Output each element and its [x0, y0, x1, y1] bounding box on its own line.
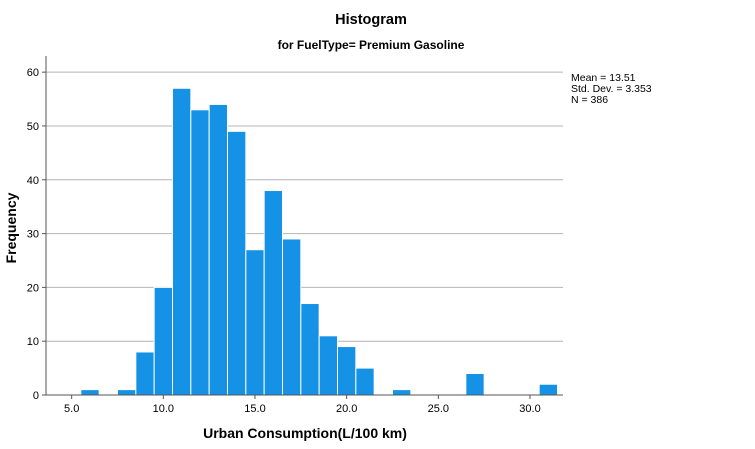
y-tick-label: 30 [27, 229, 39, 241]
stats-n: N = 386 [571, 94, 608, 106]
histogram-bar [172, 87, 192, 396]
histogram-bar [392, 389, 412, 396]
y-axis-title: Frequency [3, 192, 19, 263]
histogram-bar [153, 286, 174, 396]
y-tick-label: 20 [27, 282, 39, 294]
stats-box: Mean = 13.51 Std. Dev. = 3.353 N = 386 [571, 72, 652, 106]
bars [80, 87, 559, 396]
histogram-bar [190, 109, 210, 396]
histogram-bar [135, 351, 155, 396]
x-tick-label: 25.0 [428, 403, 449, 415]
histogram-bar [263, 190, 283, 396]
x-tick-label: 20.0 [336, 403, 357, 415]
x-tick-label: 5.0 [64, 403, 79, 415]
histogram-bar [245, 249, 265, 396]
histogram-bar [318, 335, 338, 396]
x-tick-label: 15.0 [244, 403, 265, 415]
histogram-bar [282, 238, 302, 396]
stats-mean: Mean = 13.51 [571, 72, 636, 84]
axes [42, 56, 563, 399]
x-tick-label: 10.0 [153, 403, 174, 415]
histogram-bar [227, 130, 247, 396]
histogram-bar [208, 103, 229, 396]
stats-std-dev: Std. Dev. = 3.353 [571, 83, 652, 95]
histogram-bar [538, 383, 559, 396]
histogram-bar [80, 389, 100, 396]
y-tick-label: 40 [27, 175, 39, 187]
histogram-bar [300, 303, 320, 396]
histogram-bar [117, 389, 137, 396]
gridlines [46, 71, 563, 342]
y-tick-label: 0 [33, 390, 39, 402]
y-tick-labels: 0 10 20 30 40 50 60 [27, 67, 39, 402]
x-axis-title: Urban Consumption(L/100 km) [203, 425, 407, 441]
x-tick-label: 30.0 [519, 403, 540, 415]
histogram-bar [465, 372, 485, 396]
chart-title: Histogram [335, 12, 407, 28]
chart-subtitle: for FuelType= Premium Gasoline [278, 38, 465, 52]
y-tick-label: 10 [27, 336, 39, 348]
x-tick-labels: 5.0 10.0 15.0 20.0 25.0 30.0 [64, 403, 541, 415]
histogram-bar [337, 346, 357, 396]
histogram-bar [355, 367, 375, 396]
y-tick-label: 50 [27, 121, 39, 133]
y-tick-label: 60 [27, 67, 39, 79]
